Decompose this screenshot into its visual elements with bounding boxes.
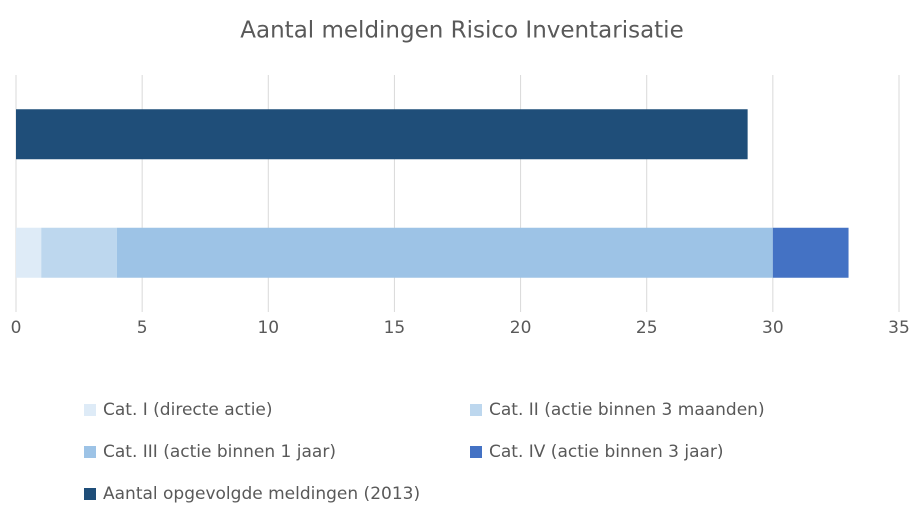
- legend-swatch: [470, 446, 482, 458]
- x-tick-label: 20: [510, 318, 532, 338]
- legend-label: Aantal opgevolgde meldingen (2013): [103, 484, 420, 504]
- legend-swatch: [84, 488, 96, 500]
- x-tick-label: 0: [11, 318, 22, 338]
- x-tick-label: 5: [137, 318, 148, 338]
- legend-swatch: [84, 446, 96, 458]
- legend-label: Cat. IV (actie binnen 3 jaar): [489, 442, 724, 462]
- bar-segment: [41, 227, 117, 278]
- x-tick-label: 10: [257, 318, 279, 338]
- bar-segment: [116, 227, 773, 278]
- x-tick-label: 15: [384, 318, 406, 338]
- x-tick-label: 30: [762, 318, 784, 338]
- bar-segment: [16, 227, 42, 278]
- x-tick-label: 35: [888, 318, 910, 338]
- bar-segment: [772, 227, 849, 278]
- chart-title: Aantal meldingen Risico Inventarisatie: [240, 18, 683, 44]
- x-tick-label: 25: [636, 318, 658, 338]
- legend-swatch: [470, 404, 482, 416]
- bar-segment: [16, 109, 748, 160]
- legend-label: Cat. III (actie binnen 1 jaar): [103, 442, 336, 462]
- legend-label: Cat. I (directe actie): [103, 400, 273, 420]
- legend-label: Cat. II (actie binnen 3 maanden): [489, 400, 765, 420]
- legend-swatch: [84, 404, 96, 416]
